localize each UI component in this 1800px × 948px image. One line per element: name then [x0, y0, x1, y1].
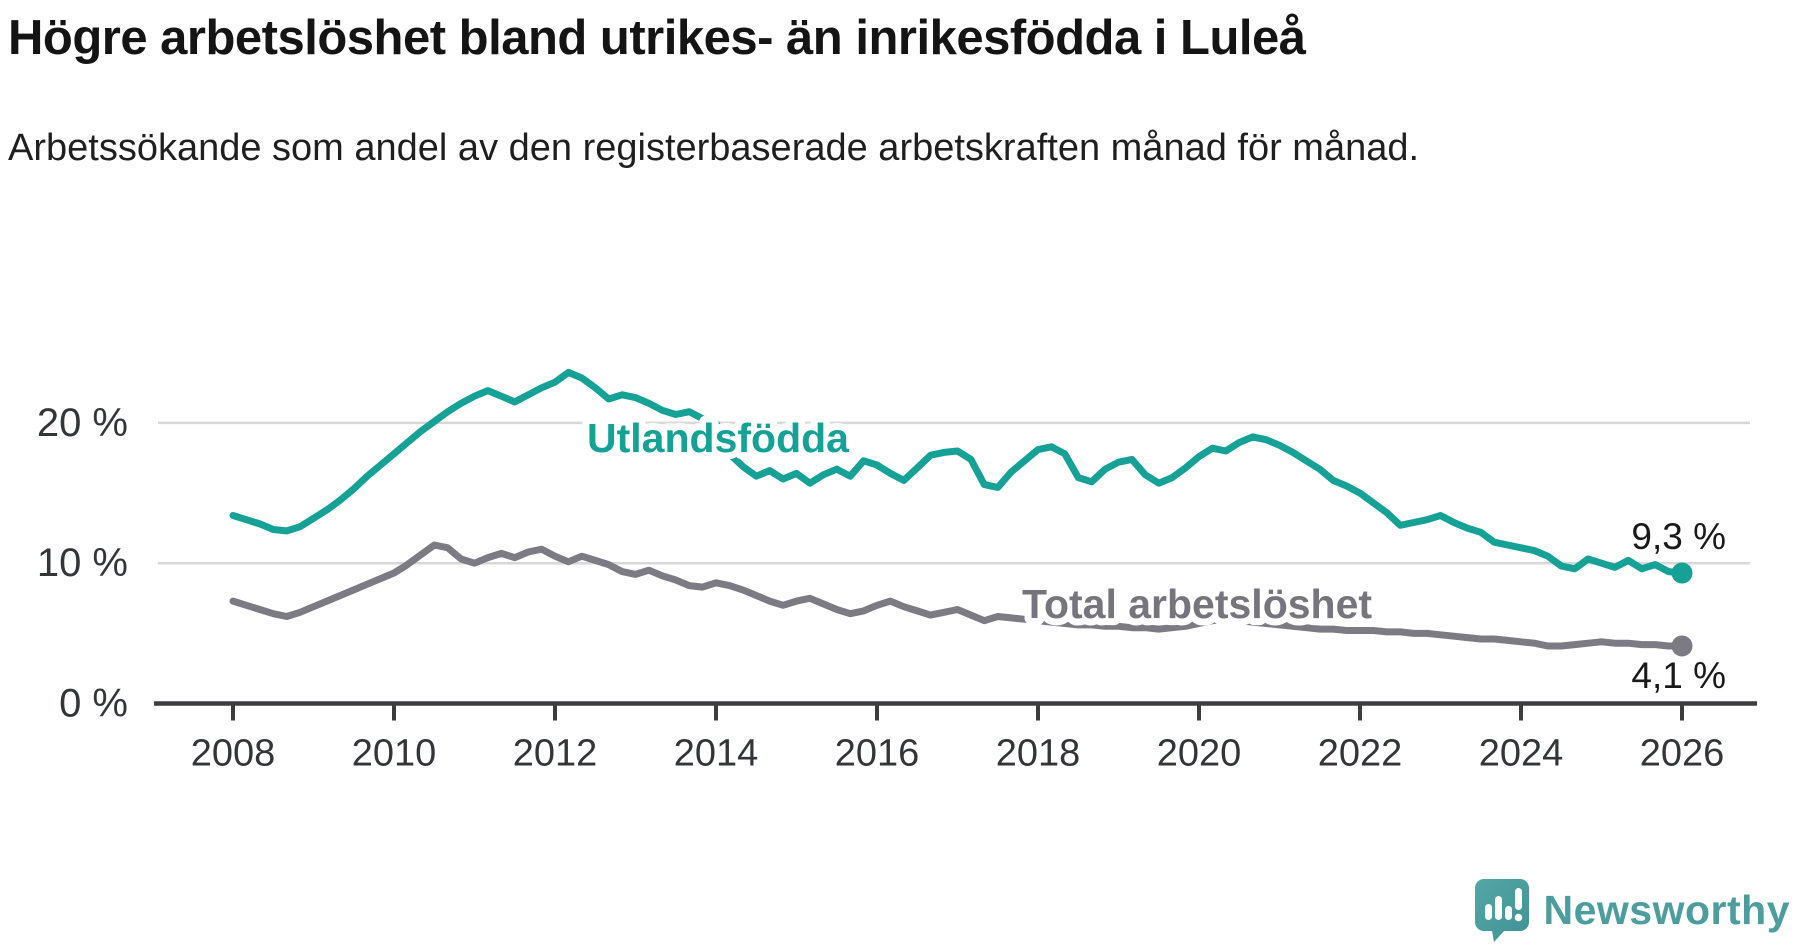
newsworthy-bubble-icon	[1474, 879, 1529, 942]
series-lines	[229, 368, 1686, 650]
end-dot-utlandsfodda	[1671, 562, 1693, 584]
series-label-utlandsfodda: Utlandsfödda	[587, 415, 850, 461]
newsworthy-logo: Newsworthy	[1474, 878, 1791, 942]
y-tick-label-10: 10 %	[37, 541, 128, 585]
x-tick-label-2024: 2024	[1479, 733, 1564, 775]
page-subtitle: Arbetssökande som andel av den registerb…	[8, 127, 1420, 169]
y-tick-label-20: 20 %	[37, 401, 128, 445]
x-tick-label-2020: 2020	[1157, 733, 1242, 775]
brand-name: Newsworthy	[1543, 886, 1790, 933]
x-tick-label-2026: 2026	[1640, 733, 1725, 775]
gridlines	[158, 421, 1750, 565]
series-line-utlandsfodda	[229, 368, 1686, 577]
x-tick-label-2018: 2018	[996, 733, 1081, 775]
series-label-total: Total arbetslöshet	[1022, 581, 1372, 627]
end-value-label-total: 4,1 %	[1631, 655, 1726, 696]
series-line-total	[229, 541, 1686, 650]
y-tick-label-0: 0 %	[59, 682, 128, 726]
page-title: Högre arbetslöshet bland utrikes- än inr…	[8, 11, 1306, 65]
x-axis	[154, 701, 1757, 721]
axis-labels: 2008 2010 2012 2014 2016 2018 2020 2022 2024 2026…	[37, 401, 1724, 775]
x-tick-label-2022: 2022	[1318, 733, 1403, 775]
x-tick-label-2012: 2012	[513, 733, 598, 775]
x-tick-label-2010: 2010	[352, 733, 437, 775]
x-tick-label-2016: 2016	[835, 733, 920, 775]
series-annotations: Utlandsfödda Total arbetslöshet 9,3 % 4,1 %	[580, 408, 1730, 700]
end-dot-total	[1671, 635, 1693, 657]
end-value-label-utlandsfodda: 9,3 %	[1631, 516, 1726, 557]
x-tick-label-2008: 2008	[191, 733, 276, 775]
x-tick-label-2014: 2014	[674, 733, 759, 775]
